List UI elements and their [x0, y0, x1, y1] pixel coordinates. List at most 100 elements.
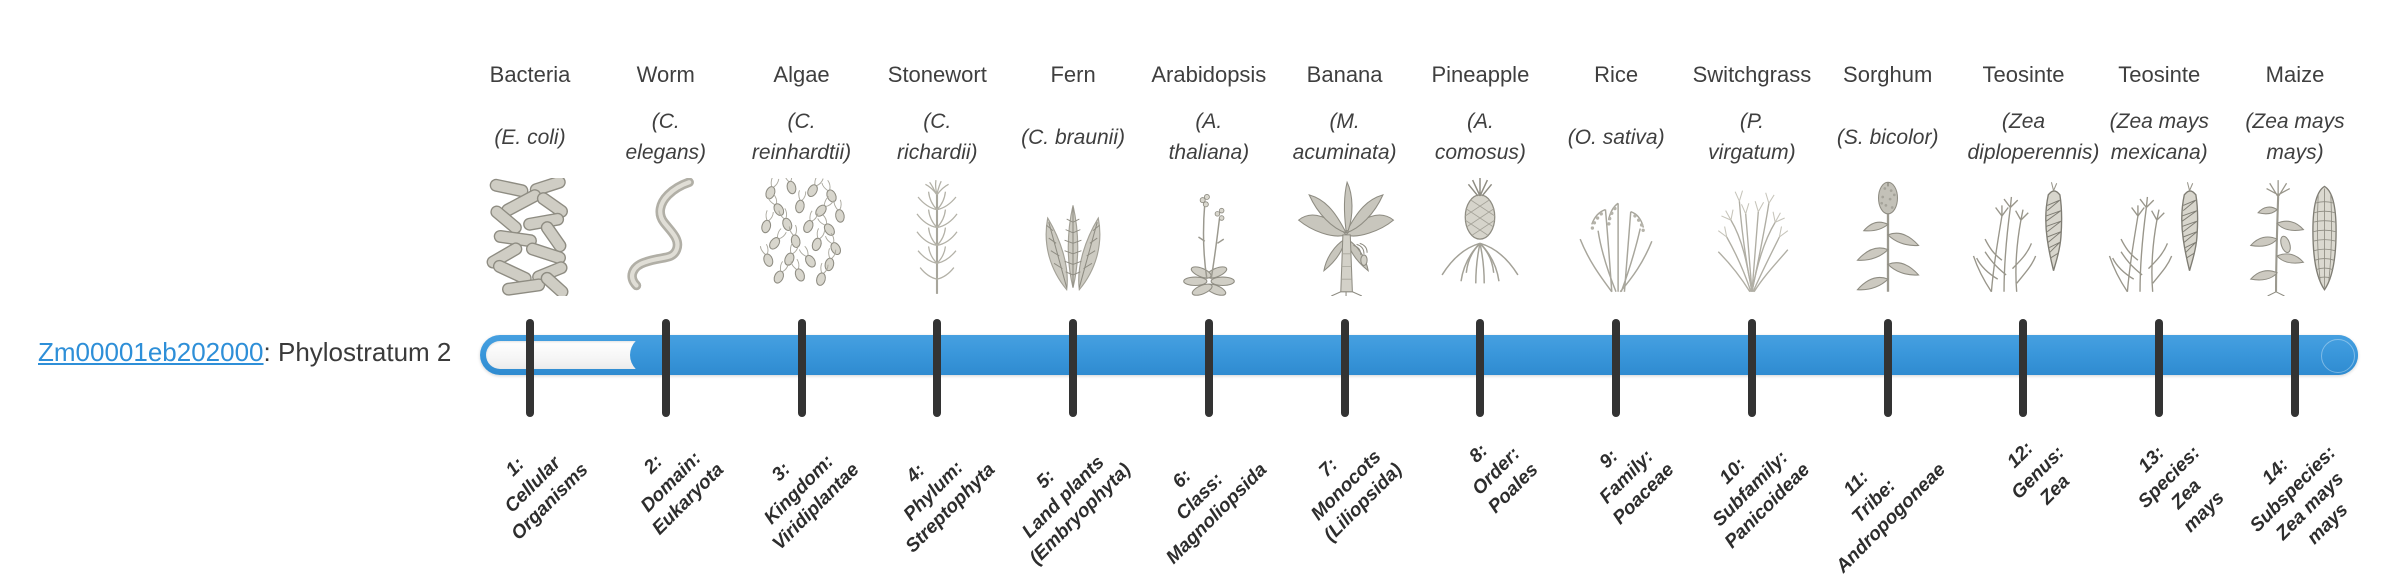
bar-filled-segment [630, 335, 2358, 375]
species-name-box: (C. reinhardtii) [734, 98, 870, 176]
species-name-box: (E. coli) [462, 98, 598, 176]
species-name: (Zea diploperennis) [1967, 110, 2100, 164]
stratum-column: Worm (C. elegans) 2: Domain: Eukaryota [598, 0, 734, 580]
stratum-column: Switchgrass (P. virgatum) 10: Subfamily:… [1684, 0, 1820, 580]
rice-icon [1548, 178, 1684, 296]
organism-name: Sorghum [1843, 62, 1933, 87]
stage-label: 10: Subfamily: Panicoideae [1708, 447, 1815, 553]
stratum-column: Algae (C. reinhardtii) 3: Kingdom: Virid… [734, 0, 870, 580]
stratum-tick [2291, 319, 2299, 417]
organism-name: Teosinte [2118, 62, 2201, 87]
stage-label: 5: Land plants (Embryophyta) [1018, 451, 1136, 570]
stage-label: 4: Phylum: Streptophyta [899, 457, 1000, 558]
switchgrass-icon [1684, 178, 1820, 296]
stratum-tick [661, 319, 670, 417]
species-name-box: (C. braunii) [1005, 98, 1141, 176]
maize-icon [2227, 178, 2363, 296]
species-name: (M. acuminata) [1292, 110, 1397, 164]
fern-icon [1005, 178, 1141, 296]
stratum-column: Bacteria (E. coli) 1: Cellular Organisms [462, 0, 598, 580]
organism-name: Worm [636, 62, 695, 87]
species-name: (A. thaliana) [1168, 110, 1250, 164]
stratum-column: Teosinte (Zea diploperennis) 12: Genus: … [1955, 0, 2100, 580]
gene-label: Zm00001eb202000: Phylostratum 2 [38, 337, 451, 367]
species-name: (S. bicolor) [1836, 125, 1939, 149]
stratum-column: Stonewort (C. richardii) 4: Phylum: Stre… [869, 0, 1005, 580]
species-name-box: (Zea mays mexicana) [2091, 98, 2227, 176]
stage-label: 12: Genus: Zea [2003, 438, 2075, 510]
stratum-column: Fern (C. braunii) 5: Land plants (Embryo… [1005, 0, 1141, 580]
stage-label: 14: Subspecies: Zea mays mays [2246, 442, 2353, 549]
species-name: (C. richardii) [897, 110, 978, 164]
stratum-column: Rice (O. sativa) 9: Family: Poaceae [1548, 0, 1684, 580]
teosinte-icon [1955, 178, 2091, 296]
stage-label: 2: Domain: Eukaryota [636, 447, 729, 540]
stratum-tick [1747, 319, 1756, 417]
stage-label: 3: Kingdom: Viridiplantae [760, 450, 865, 555]
species-name-box: (C. elegans) [598, 98, 734, 176]
stratum-column: Banana (M. acuminata) 7: Monocots (Lilio… [1277, 0, 1413, 580]
algae-icon [734, 178, 870, 296]
species-name: (E. coli) [494, 125, 566, 149]
stage-label: 11: Tribe: Andropogoneae [1832, 459, 1951, 578]
species-name: (Zea mays mays) [2245, 110, 2345, 164]
organism-name: Switchgrass [1692, 62, 1812, 87]
stratum-column: Pineapple (A. comosus) 8: Order: Poales [1412, 0, 1548, 580]
stratum-tick [526, 319, 534, 417]
species-name: (C. elegans) [625, 110, 707, 164]
stratum-column: Sorghum (S. bicolor) 11: Tribe: Andropog… [1820, 0, 1956, 580]
organism-name: Banana [1306, 62, 1383, 87]
stratum-tick [1340, 319, 1349, 417]
stratum-tick [1612, 319, 1621, 417]
phylostratum-bar [480, 335, 2358, 375]
stratum-column: Teosinte (Zea mays mexicana) 13: Species… [2091, 0, 2229, 580]
organism-name: Maize [2265, 62, 2325, 87]
organism-name: Arabidopsis [1151, 62, 1267, 87]
gene-description: : Phylostratum 2 [263, 337, 452, 367]
stratum-column: Maize (Zea mays mays) 14: Subspecies: Ze… [2227, 0, 2363, 580]
stratum-tick [1883, 319, 1892, 417]
stage-label: 13: Species: Zea mays [2134, 442, 2229, 537]
species-name: (C. reinhardtii) [751, 110, 852, 164]
species-name: (A. comosus) [1434, 110, 1526, 164]
stratum-column: Arabidopsis (A. thaliana) 6: Class: Magn… [1141, 0, 1277, 580]
species-name-box: (Zea diploperennis) [1955, 98, 2100, 176]
worm-icon [598, 178, 734, 296]
stratum-tick [2019, 319, 2028, 417]
stratum-tick [2155, 319, 2164, 417]
gene-link[interactable]: Zm00001eb202000 [38, 337, 264, 367]
pineapple-icon [1412, 178, 1548, 296]
species-name-box: (C. richardii) [869, 98, 1005, 176]
bar-unfilled-segment [486, 341, 648, 369]
organism-name: Teosinte [1982, 62, 2065, 87]
species-name-box: (Zea mays mays) [2227, 98, 2363, 176]
organism-name: Rice [1594, 62, 1639, 87]
organism-name: Algae [773, 62, 830, 87]
sorghum-icon [1820, 178, 1956, 296]
stratum-tick [933, 319, 942, 417]
stonewort-icon [869, 178, 1005, 296]
species-name: (O. sativa) [1567, 125, 1665, 149]
species-name-box: (O. sativa) [1548, 98, 1684, 176]
stage-label: 7: Monocots (Liliopsida) [1307, 446, 1408, 547]
species-name-box: (A. comosus) [1412, 98, 1548, 176]
organism-name: Fern [1050, 62, 1096, 87]
bacteria-icon [462, 178, 598, 296]
species-name-box: (A. thaliana) [1141, 98, 1277, 176]
stage-label: 1: Cellular Organisms [500, 452, 593, 545]
stage-label: 8: Order: Poales [1465, 440, 1543, 518]
species-name-box: (P. virgatum) [1684, 98, 1820, 176]
species-name-box: (S. bicolor) [1820, 98, 1956, 176]
stratum-tick [797, 319, 806, 417]
organism-name: Pineapple [1431, 62, 1530, 87]
stratum-tick [1476, 319, 1485, 417]
bar-endcap-arc [2321, 339, 2355, 373]
species-name: (C. braunii) [1021, 125, 1126, 149]
stratum-tick [1204, 319, 1213, 417]
species-name: (Zea mays mexicana) [2109, 110, 2209, 164]
stage-label: 9: Family: Poaceae [1595, 445, 1679, 530]
banana-icon [1277, 178, 1413, 296]
organism-name: Stonewort [887, 62, 987, 87]
species-name: (P. virgatum) [1708, 110, 1796, 164]
stage-label: 6: Class: Magnoliopsida [1162, 459, 1272, 569]
